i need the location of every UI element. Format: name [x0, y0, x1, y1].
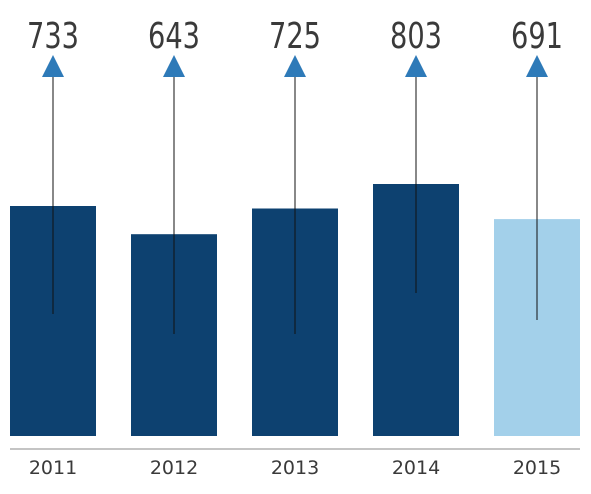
value-label-2015: 691: [511, 16, 563, 57]
arrow-head-2015: [526, 55, 548, 77]
value-label-2014: 803: [390, 16, 442, 57]
arrow-head-2012: [163, 55, 185, 77]
category-label-2012: 2012: [150, 457, 198, 479]
arrow-head-2013: [284, 55, 306, 77]
arrow-head-2014: [405, 55, 427, 77]
category-label-2014: 2014: [392, 457, 440, 479]
arrow-stem-group: [42, 55, 548, 334]
value-label-2013: 725: [269, 16, 321, 57]
value-label-2011: 733: [27, 16, 79, 57]
category-label-2015: 2015: [513, 457, 561, 479]
label-group: 733 2011 643 2012 725 2013 803 2014 691 2015: [27, 16, 563, 479]
category-label-2011: 2011: [29, 457, 77, 479]
category-label-2013: 2013: [271, 457, 319, 479]
value-label-2012: 643: [148, 16, 200, 57]
arrow-head-2011: [42, 55, 64, 77]
